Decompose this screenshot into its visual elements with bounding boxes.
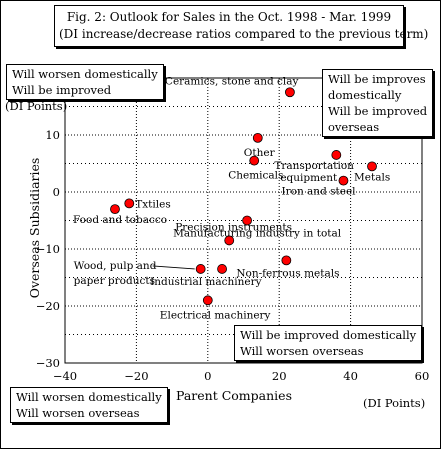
chart-subtitle: (DI increase/decrease ratios compared to… [59,27,429,41]
quadrant-line: Will be improved domestically [240,328,417,342]
quadrant-line: Will worsen overseas [240,344,364,358]
quadrant-line: Will worsen domestically [12,67,158,81]
x-tick-label: 20 [272,369,287,383]
point-label: Manufacturing industry in total [173,228,342,240]
y-tick-label: −30 [36,356,60,370]
y-tick-label: 10 [45,128,60,142]
y-axis-unit: (DI Points) [5,99,67,113]
point-label: Other [244,147,276,159]
y-axis-label: Overseas Subsidiaries [27,158,42,299]
x-tick-label: −20 [124,369,148,383]
data-point [195,264,206,274]
point-label: Food and tobacco [73,214,167,226]
point-label: Chemicals [228,170,283,182]
data-points [110,87,377,306]
quadrant-label-bottom-right: Will be improved domestically Will worse… [234,325,423,361]
data-point [202,295,213,306]
data-point [242,215,252,226]
data-point [252,132,263,143]
data-point [281,255,292,266]
quadrant-label-bottom-left: Will worsen domestically Will worsen ove… [10,387,168,423]
quadrant-line: domestically [328,88,402,102]
point-label: Electrical machinery [160,309,271,321]
quadrant-line: Will be improves [328,72,426,86]
data-point [249,155,260,166]
x-tick-label: 0 [204,369,211,383]
point-label: Non-ferrous metals [236,267,339,279]
x-tick-label: 40 [343,369,358,383]
data-point [331,150,342,160]
quadrant-label-top-right: Will be improves domestically Will be im… [322,69,434,137]
point-label: Transportation equipment [274,160,354,184]
x-axis-label: Parent Companies [176,388,292,403]
chart-title-box: Fig. 2: Outlook for Sales in the Oct. 19… [54,5,429,47]
leader-line [152,265,195,270]
data-point [224,235,235,246]
x-axis-unit: (DI Points) [363,396,425,410]
plot-area [64,77,423,364]
data-point [217,264,227,274]
chart-title: Fig. 2: Outlook for Sales in the Oct. 19… [66,10,392,24]
quadrant-label-top-left: Will worsen domestically Will be improve… [6,64,164,100]
quadrant-line: Will be improved [328,104,428,118]
point-label: Ceramics, stone and clay [165,75,299,87]
y-tick-label: 0 [53,185,60,199]
x-tick-label: 60 [415,369,430,383]
data-point [124,198,135,209]
point-labels: Ceramics, stone and clay Other ChemicalsTr… [73,75,390,321]
data-point [110,204,120,215]
y-tick-label: −10 [36,242,60,256]
point-label: Wood, pulp and paper products [74,260,157,287]
point-label: Iron and steel [281,186,356,198]
point-label: Precision instruments [175,221,292,233]
point-label: Txtiles [135,198,170,210]
quadrant-line: Will worsen overseas [16,406,140,420]
y-tick-label: −20 [36,299,60,313]
x-tick-label: −40 [53,369,77,383]
quadrant-line: overseas [328,120,380,134]
point-label: Metals [354,171,390,183]
quadrant-line: Will be improved [12,83,112,97]
data-point [338,175,349,186]
tick-labels: −40 −20 0 20 40 60 −30 −20 −10 0 10 [36,128,430,383]
point-label: Industrial machinery [150,276,262,288]
data-point [367,161,377,172]
data-point [285,87,295,98]
quadrant-line: Will worsen domestically [16,390,162,404]
